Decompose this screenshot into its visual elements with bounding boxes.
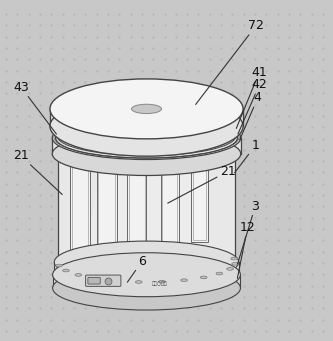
Ellipse shape bbox=[58, 134, 235, 170]
Ellipse shape bbox=[53, 266, 240, 310]
Text: 6: 6 bbox=[127, 255, 146, 282]
Text: 21: 21 bbox=[168, 165, 235, 203]
Ellipse shape bbox=[56, 264, 62, 267]
Ellipse shape bbox=[150, 126, 157, 129]
Ellipse shape bbox=[56, 118, 237, 158]
Text: 12: 12 bbox=[237, 221, 255, 278]
Polygon shape bbox=[52, 138, 241, 154]
Ellipse shape bbox=[173, 137, 180, 140]
Ellipse shape bbox=[150, 136, 157, 139]
Ellipse shape bbox=[159, 280, 165, 283]
FancyBboxPatch shape bbox=[86, 275, 121, 286]
FancyBboxPatch shape bbox=[161, 162, 179, 255]
FancyBboxPatch shape bbox=[97, 162, 117, 262]
Ellipse shape bbox=[113, 136, 120, 139]
Ellipse shape bbox=[75, 273, 82, 276]
Polygon shape bbox=[85, 152, 208, 264]
Ellipse shape bbox=[232, 263, 238, 265]
Ellipse shape bbox=[56, 106, 237, 147]
Ellipse shape bbox=[231, 257, 237, 260]
Ellipse shape bbox=[200, 276, 207, 279]
Ellipse shape bbox=[91, 126, 99, 129]
Ellipse shape bbox=[113, 280, 120, 282]
Ellipse shape bbox=[173, 128, 180, 130]
Ellipse shape bbox=[54, 241, 239, 283]
Ellipse shape bbox=[54, 254, 239, 296]
Ellipse shape bbox=[130, 132, 137, 134]
Text: 4: 4 bbox=[240, 91, 262, 140]
Ellipse shape bbox=[53, 253, 240, 297]
Ellipse shape bbox=[92, 277, 99, 280]
Ellipse shape bbox=[58, 246, 235, 282]
Text: 灯亮○缺水: 灯亮○缺水 bbox=[152, 281, 168, 286]
Text: 43: 43 bbox=[13, 81, 56, 134]
Text: 21: 21 bbox=[13, 149, 62, 194]
Ellipse shape bbox=[118, 126, 125, 129]
Ellipse shape bbox=[63, 269, 69, 272]
FancyBboxPatch shape bbox=[88, 277, 100, 284]
Ellipse shape bbox=[181, 279, 187, 282]
Polygon shape bbox=[58, 152, 235, 264]
Ellipse shape bbox=[52, 116, 241, 160]
Polygon shape bbox=[56, 126, 237, 138]
FancyBboxPatch shape bbox=[191, 162, 208, 242]
Ellipse shape bbox=[52, 132, 241, 176]
Ellipse shape bbox=[216, 272, 223, 275]
Text: 41: 41 bbox=[236, 66, 267, 129]
FancyBboxPatch shape bbox=[70, 162, 90, 262]
Text: 1: 1 bbox=[235, 139, 259, 173]
Text: 72: 72 bbox=[196, 19, 264, 104]
Ellipse shape bbox=[103, 132, 110, 134]
Polygon shape bbox=[50, 109, 243, 126]
Ellipse shape bbox=[227, 268, 233, 270]
Polygon shape bbox=[54, 262, 239, 276]
Ellipse shape bbox=[132, 104, 162, 114]
Ellipse shape bbox=[50, 79, 243, 139]
Ellipse shape bbox=[50, 96, 243, 156]
Text: 3: 3 bbox=[237, 199, 259, 264]
Ellipse shape bbox=[136, 281, 142, 283]
Ellipse shape bbox=[156, 133, 164, 135]
Text: 42: 42 bbox=[238, 78, 267, 134]
Polygon shape bbox=[53, 275, 240, 288]
FancyBboxPatch shape bbox=[127, 162, 146, 262]
